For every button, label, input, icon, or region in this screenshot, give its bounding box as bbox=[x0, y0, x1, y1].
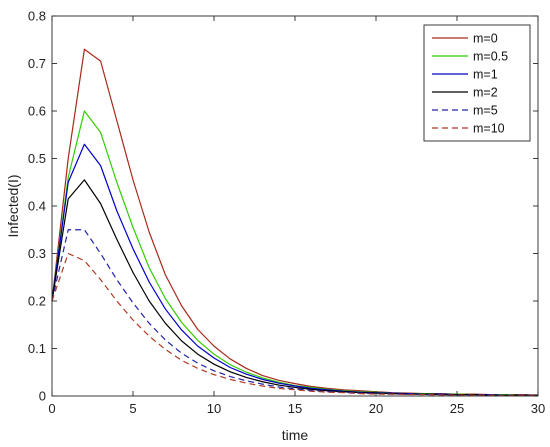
y-tick-label: 0.5 bbox=[28, 151, 46, 166]
y-tick-label: 0.1 bbox=[28, 341, 46, 356]
x-tick-label: 10 bbox=[207, 401, 221, 416]
x-axis-label: time bbox=[282, 427, 309, 443]
y-tick-label: 0.6 bbox=[28, 104, 46, 119]
x-tick-label: 0 bbox=[48, 401, 55, 416]
series-line-6 bbox=[51, 252, 538, 397]
plot-frame bbox=[51, 15, 539, 397]
x-tick-label: 15 bbox=[288, 401, 302, 416]
legend-box bbox=[423, 24, 531, 142]
y-axis-label: Infected(I) bbox=[5, 174, 21, 237]
x-tick-label: 25 bbox=[450, 401, 464, 416]
x-tick-label: 5 bbox=[129, 401, 136, 416]
legend-label-1: m=0 bbox=[473, 32, 498, 46]
legend-label-6: m=10 bbox=[473, 122, 505, 136]
y-tick-label: 0 bbox=[39, 389, 46, 404]
x-tick-label: 30 bbox=[531, 401, 545, 416]
legend: m=0 m=0.5 m=1 m=2 m=5 m=10 bbox=[423, 24, 531, 142]
legend-label-2: m=0.5 bbox=[473, 50, 508, 64]
legend-label-4: m=2 bbox=[473, 86, 498, 100]
y-tick-label: 0.4 bbox=[28, 199, 46, 214]
y-tick-label: 0.3 bbox=[28, 246, 46, 261]
y-tick-label: 0.8 bbox=[28, 9, 46, 24]
axes: 0 5 10 15 20 25 30 0 0.1 0.2 0.3 0.4 0.5 0.6 0.7 0.8 bbox=[28, 9, 545, 417]
legend-label-5: m=5 bbox=[473, 104, 498, 118]
y-tick-label: 0.7 bbox=[28, 56, 46, 71]
x-tick-label: 20 bbox=[369, 401, 383, 416]
y-tick-label: 0.2 bbox=[28, 294, 46, 309]
legend-label-3: m=1 bbox=[473, 68, 498, 82]
